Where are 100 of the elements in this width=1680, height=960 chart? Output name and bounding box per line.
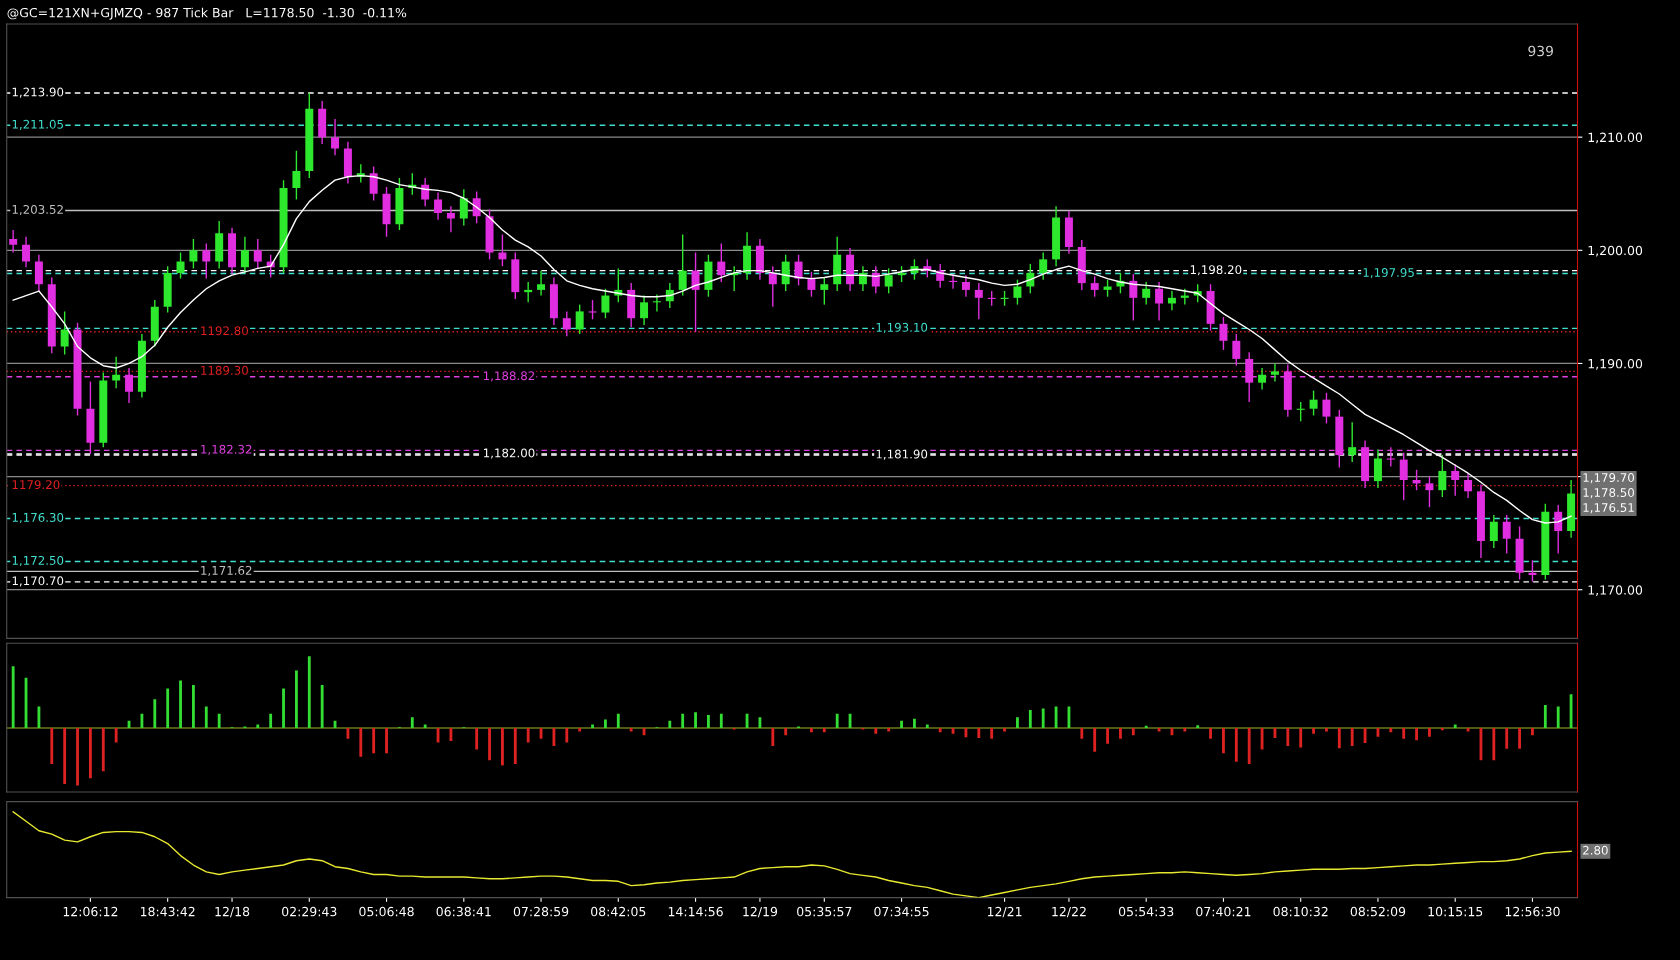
candlestick (691, 251, 700, 333)
y-tick-label: 1,200.00 (1588, 245, 1643, 257)
bar (1492, 728, 1496, 761)
candlestick (1399, 452, 1408, 502)
bar (565, 728, 569, 743)
candlestick (1502, 514, 1511, 555)
candlestick (1464, 472, 1473, 499)
bar (1080, 728, 1084, 739)
bar (1531, 728, 1534, 736)
bar (1131, 728, 1135, 736)
bar (501, 728, 504, 766)
bar (282, 688, 285, 729)
candlestick (1129, 273, 1138, 322)
candlestick (1039, 251, 1048, 281)
candlestick (1245, 351, 1254, 403)
bar (372, 728, 376, 754)
bar (192, 684, 195, 729)
bar (217, 713, 221, 729)
bar (1312, 728, 1315, 734)
bar (11, 666, 15, 729)
bar (256, 724, 260, 729)
bar (179, 680, 182, 729)
bar (1093, 728, 1097, 752)
y-tick-label: 1,210.00 (1588, 132, 1643, 144)
candlestick (1013, 279, 1022, 306)
x-tick-label: 02:29:43 (282, 906, 337, 917)
candlestick (884, 267, 893, 294)
bar (694, 712, 697, 729)
bar (1028, 710, 1032, 729)
bar (359, 728, 363, 757)
bar (488, 728, 491, 761)
bar (204, 706, 208, 729)
ref-line-label: 1,170.70 (12, 576, 64, 587)
bar (616, 713, 620, 729)
candlestick (781, 254, 790, 292)
y-tick-label: 1,170.00 (1588, 585, 1643, 596)
candlestick (1554, 504, 1563, 555)
candlestick (1026, 263, 1035, 294)
bar (604, 719, 607, 729)
ref-line-label: 1,188.82 (483, 371, 535, 382)
bar (114, 728, 118, 743)
bar (1016, 717, 1019, 729)
bar (1119, 728, 1122, 739)
candlestick (717, 242, 726, 283)
candlestick (961, 274, 970, 298)
bar (913, 718, 916, 729)
bar (1337, 728, 1341, 749)
bar (37, 706, 41, 729)
bar (307, 656, 311, 729)
bar (410, 717, 414, 729)
bar (166, 688, 170, 729)
x-tick-label: 12/19 (743, 906, 778, 918)
bar (76, 728, 79, 786)
bar (153, 699, 157, 729)
candlestick (1090, 275, 1099, 298)
bar (887, 728, 891, 732)
x-tick-label: 14:14:56 (668, 906, 723, 917)
candlestick (1270, 362, 1279, 383)
bar (1505, 728, 1509, 749)
bar (140, 713, 144, 729)
candlestick (1258, 367, 1267, 391)
candlestick (1219, 316, 1228, 351)
x-tick-label: 12/22 (1052, 906, 1086, 918)
bar (320, 684, 324, 729)
bar (822, 728, 826, 733)
candlestick (369, 165, 378, 202)
bar (810, 728, 813, 733)
bar (1106, 728, 1109, 744)
annotation: 939 (1528, 45, 1553, 57)
y-tick-label: 1,190.00 (1588, 358, 1643, 370)
bar (1299, 728, 1303, 748)
bar (269, 713, 273, 729)
x-tick-label: 08:52:09 (1350, 906, 1406, 917)
ref-line-label: 1,171.62 (201, 565, 252, 577)
bar (1415, 728, 1418, 741)
bar (977, 728, 981, 739)
x-tick-label: 08:10:32 (1273, 906, 1328, 917)
ref-line-label: 1,203.52 (12, 204, 63, 216)
bar (1440, 728, 1444, 731)
bar (925, 724, 929, 729)
candlestick (871, 265, 880, 294)
x-tick-label: 12/21 (987, 906, 1022, 918)
x-tick-label: 18:43:42 (140, 906, 195, 917)
bar (835, 713, 839, 729)
bar (719, 713, 723, 729)
candlestick (1373, 448, 1382, 489)
bar (1325, 728, 1328, 732)
bar (475, 728, 479, 750)
x-tick-label: 07:28:59 (513, 906, 569, 917)
bar (513, 728, 517, 764)
candlestick (974, 282, 983, 321)
ref-line-label: 1192.80 (201, 326, 248, 336)
candlestick (459, 188, 468, 227)
candlestick (202, 242, 211, 280)
candlestick (562, 310, 571, 337)
bar (900, 720, 903, 729)
text: 1,179.70 (1583, 473, 1635, 484)
candlestick (1386, 446, 1395, 468)
bar (1247, 728, 1251, 764)
x-tick-label: 06:38:41 (436, 906, 491, 917)
